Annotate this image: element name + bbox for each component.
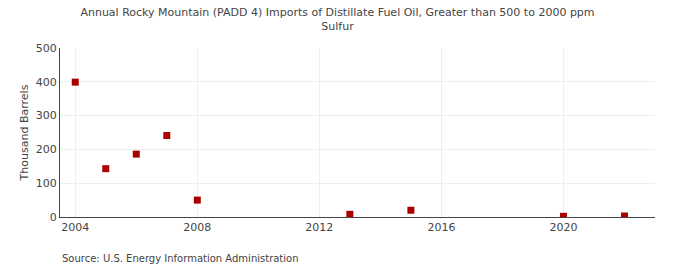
svg-text:Annual Rocky Mountain (PADD 4): Annual Rocky Mountain (PADD 4) Imports o… <box>80 6 594 33</box>
svg-text:2012: 2012 <box>305 221 333 234</box>
svg-text:400: 400 <box>36 76 57 89</box>
svg-text:Source: U.S. Energy Informatio: Source: U.S. Energy Information Administ… <box>62 253 299 264</box>
svg-text:2008: 2008 <box>183 221 211 234</box>
svg-text:500: 500 <box>36 42 57 55</box>
svg-text:2004: 2004 <box>61 221 89 234</box>
svg-text:2020: 2020 <box>549 221 577 234</box>
svg-text:2016: 2016 <box>427 221 455 234</box>
svg-text:0: 0 <box>50 211 57 224</box>
svg-text:100: 100 <box>36 177 57 190</box>
svg-text:200: 200 <box>36 143 57 156</box>
svg-text:Thousand Barrels: Thousand Barrels <box>18 84 31 181</box>
svg-text:300: 300 <box>36 109 57 122</box>
